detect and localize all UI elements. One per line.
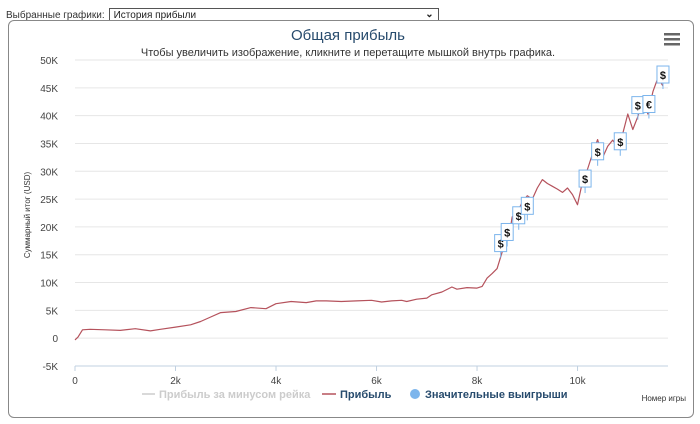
big-win-flag[interactable] <box>578 169 592 188</box>
chart-selector-value: История прибыли <box>113 9 197 21</box>
x-tick-label: 6k <box>371 376 383 387</box>
profit-series-line[interactable] <box>74 77 664 341</box>
hamburger-menu-icon[interactable] <box>664 33 680 46</box>
big-win-flag-label: $ <box>516 211 522 223</box>
legend-item-net-profit[interactable]: Прибыль за минусом рейка <box>159 389 311 401</box>
y-axis-label: Суммарный итог (USD) <box>23 172 32 259</box>
chart-title: Общая прибыль <box>291 27 405 44</box>
legend-item-profit[interactable]: Прибыль <box>340 389 392 401</box>
big-win-flag[interactable] <box>642 95 656 114</box>
big-win-flag-label: $ <box>660 70 666 82</box>
x-tick-label: 10k <box>569 376 586 387</box>
big-win-flag[interactable] <box>656 65 670 84</box>
chevron-down-icon: ⌄ <box>425 9 434 20</box>
y-tick-label: 50K <box>40 56 58 67</box>
y-tick-label: 5K <box>46 306 59 317</box>
y-tick-label: 45K <box>40 84 58 95</box>
big-win-flags: $$$$$$$$ €$ <box>494 65 670 258</box>
chart-subtitle: Чтобы увеличить изображение, кликните и … <box>141 47 555 59</box>
legend-marker-big-wins <box>410 389 420 399</box>
chart-selector-label: Выбранные графики: <box>6 9 105 21</box>
chart-panel <box>8 20 694 418</box>
y-tick-label: 15K <box>40 251 58 262</box>
y-tick-label: 20K <box>40 223 58 234</box>
big-win-flag[interactable] <box>500 222 514 241</box>
big-win-flag-label: $ <box>582 174 588 186</box>
axes: -5K 0 5K 10K 15K 20K 25K 30K 35K 40K 45K 50K 0 2k 4k 6k… <box>40 56 668 387</box>
legend: Прибыль за минусом рейка Прибыль Значитель… <box>142 389 568 401</box>
big-win-flag[interactable] <box>613 132 627 151</box>
chart-selector-bar: Выбранные графики: История прибыли ⌄ <box>6 6 439 24</box>
x-axis-label: Номер игры <box>642 394 687 403</box>
y-tick-label: 10K <box>40 279 58 290</box>
plot-area <box>74 77 664 341</box>
x-tick-label: 0 <box>72 376 78 387</box>
big-win-flag-label: $ <box>595 147 601 159</box>
y-tick-label: 30K <box>40 167 58 178</box>
big-win-flag[interactable] <box>520 196 534 215</box>
big-win-flag-label: $ <box>504 227 510 239</box>
grid-lines <box>75 59 668 367</box>
big-win-flag-label: $ <box>635 101 641 113</box>
x-tick-label: 8k <box>472 376 484 387</box>
x-tick-label: 2k <box>170 376 182 387</box>
y-tick-label: 25K <box>40 195 58 206</box>
big-win-flag-label: $ <box>617 137 623 149</box>
y-tick-label: 35K <box>40 139 58 150</box>
y-tick-label: 0 <box>52 334 58 345</box>
x-tick-label: 4k <box>271 376 283 387</box>
big-win-flag-label: $ <box>498 239 504 251</box>
y-tick-label: -5K <box>42 362 58 373</box>
big-win-flag-label: $ <box>524 201 530 213</box>
y-tick-label: 40K <box>40 112 58 123</box>
big-win-flag-label: € <box>646 100 652 112</box>
legend-item-big-wins[interactable]: Значительные выигрыши <box>425 389 568 401</box>
big-win-flag[interactable] <box>591 142 605 161</box>
